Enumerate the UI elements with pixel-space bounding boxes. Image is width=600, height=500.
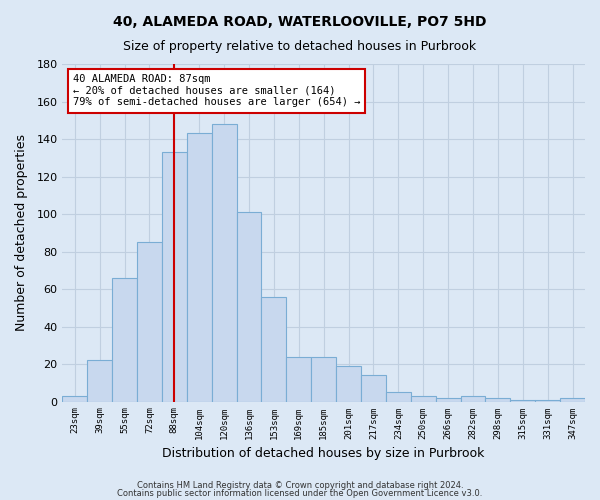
Bar — [87, 360, 112, 402]
Y-axis label: Number of detached properties: Number of detached properties — [15, 134, 28, 332]
Bar — [361, 376, 386, 402]
Bar — [187, 134, 212, 402]
Text: Contains public sector information licensed under the Open Government Licence v3: Contains public sector information licen… — [118, 489, 482, 498]
Bar — [485, 398, 511, 402]
X-axis label: Distribution of detached houses by size in Purbrook: Distribution of detached houses by size … — [163, 447, 485, 460]
Bar — [511, 400, 535, 402]
Text: Contains HM Land Registry data © Crown copyright and database right 2024.: Contains HM Land Registry data © Crown c… — [137, 480, 463, 490]
Bar — [236, 212, 262, 402]
Text: 40, ALAMEDA ROAD, WATERLOOVILLE, PO7 5HD: 40, ALAMEDA ROAD, WATERLOOVILLE, PO7 5HD — [113, 15, 487, 29]
Bar — [311, 356, 336, 402]
Bar — [162, 152, 187, 402]
Bar — [560, 398, 585, 402]
Bar — [262, 296, 286, 402]
Bar — [411, 396, 436, 402]
Bar — [62, 396, 87, 402]
Bar — [386, 392, 411, 402]
Bar — [336, 366, 361, 402]
Bar — [112, 278, 137, 402]
Bar — [436, 398, 461, 402]
Bar — [212, 124, 236, 402]
Text: 40 ALAMEDA ROAD: 87sqm
← 20% of detached houses are smaller (164)
79% of semi-de: 40 ALAMEDA ROAD: 87sqm ← 20% of detached… — [73, 74, 360, 108]
Bar — [137, 242, 162, 402]
Bar — [535, 400, 560, 402]
Bar — [286, 356, 311, 402]
Bar — [461, 396, 485, 402]
Text: Size of property relative to detached houses in Purbrook: Size of property relative to detached ho… — [124, 40, 476, 53]
